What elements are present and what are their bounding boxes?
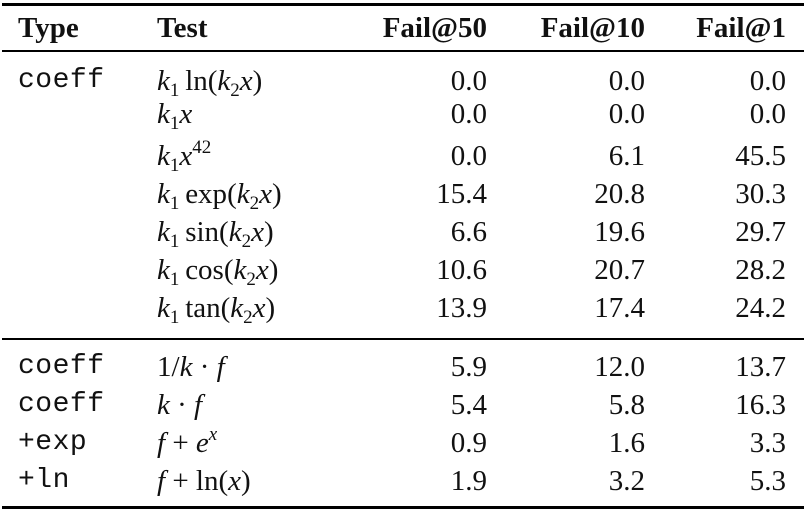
- header-type: Type: [18, 12, 79, 44]
- test-cell: f + ln(x): [157, 465, 251, 497]
- fail10-cell: 0.0: [608, 65, 645, 97]
- fail10-cell: 6.1: [608, 140, 645, 172]
- fail10-cell: 12.0: [594, 351, 645, 383]
- header-fail10: Fail@10: [540, 12, 645, 44]
- type-cell: coeff: [18, 389, 105, 420]
- fail10-cell: 19.6: [594, 216, 645, 248]
- header-row: Type Test Fail@50 Fail@10 Fail@1: [0, 12, 808, 44]
- test-cell: k1 ln(k2x): [157, 65, 263, 101]
- fail50-cell: 1.9: [450, 465, 487, 497]
- test-cell: k1 sin(k2x): [157, 216, 274, 252]
- table-row: coeff 1/k · f 5.9 12.0 13.7: [0, 351, 808, 383]
- type-cell: +exp: [18, 427, 88, 458]
- table-row: k1 exp(k2x) 15.4 20.8 30.3: [0, 178, 808, 214]
- fail1-cell: 5.3: [749, 465, 786, 497]
- fail1-cell: 29.7: [735, 216, 786, 248]
- fail1-cell: 30.3: [735, 178, 786, 210]
- table-row: k1 sin(k2x) 6.6 19.6 29.7: [0, 216, 808, 252]
- test-cell: k1 exp(k2x): [157, 178, 282, 214]
- header-fail1: Fail@1: [696, 12, 786, 44]
- table-row: k1x42 0.0 6.1 45.5: [0, 137, 808, 176]
- type-cell: coeff: [18, 65, 105, 96]
- test-cell: k · f: [157, 389, 203, 421]
- fail10-cell: 0.0: [608, 98, 645, 130]
- fail10-cell: 3.2: [608, 465, 645, 497]
- fail50-cell: 5.4: [450, 389, 487, 421]
- fail1-cell: 0.0: [749, 98, 786, 130]
- fail50-cell: 5.9: [450, 351, 487, 383]
- table-row: k1 tan(k2x) 13.9 17.4 24.2: [0, 292, 808, 328]
- fail10-cell: 1.6: [608, 427, 645, 459]
- test-cell: k1x42: [157, 137, 212, 176]
- header-test: Test: [157, 12, 208, 44]
- fail50-cell: 6.6: [450, 216, 487, 248]
- test-cell: 1/k · f: [157, 351, 225, 383]
- table-row: k1x 0.0 0.0 0.0: [0, 98, 808, 134]
- fail50-cell: 0.0: [450, 65, 487, 97]
- fail50-cell: 15.4: [436, 178, 487, 210]
- test-cell: k1 tan(k2x): [157, 292, 276, 328]
- fail50-cell: 0.0: [450, 140, 487, 172]
- fail1-cell: 24.2: [735, 292, 786, 324]
- fail50-cell: 13.9: [436, 292, 487, 324]
- header-rule: [2, 50, 804, 52]
- fail10-cell: 17.4: [594, 292, 645, 324]
- type-cell: coeff: [18, 351, 105, 382]
- table-row: +ln f + ln(x) 1.9 3.2 5.3: [0, 465, 808, 497]
- fail1-cell: 16.3: [735, 389, 786, 421]
- table-row: coeff k · f 5.4 5.8 16.3: [0, 389, 808, 421]
- fail1-cell: 13.7: [735, 351, 786, 383]
- test-cell: k1 cos(k2x): [157, 254, 279, 290]
- test-cell: f + ex: [157, 424, 218, 459]
- group-rule: [2, 338, 804, 340]
- type-cell: +ln: [18, 465, 70, 496]
- fail10-cell: 20.8: [594, 178, 645, 210]
- top-rule: [2, 3, 804, 6]
- header-fail50: Fail@50: [382, 12, 487, 44]
- fail10-cell: 5.8: [608, 389, 645, 421]
- fail1-cell: 45.5: [735, 140, 786, 172]
- table-row: k1 cos(k2x) 10.6 20.7 28.2: [0, 254, 808, 290]
- test-cell: k1x: [157, 98, 193, 134]
- bottom-rule: [2, 506, 804, 509]
- fail1-cell: 28.2: [735, 254, 786, 286]
- fail10-cell: 20.7: [594, 254, 645, 286]
- fail1-cell: 3.3: [749, 427, 786, 459]
- table-row: coeff k1 ln(k2x) 0.0 0.0 0.0: [0, 65, 808, 101]
- fail50-cell: 0.0: [450, 98, 487, 130]
- fail50-cell: 0.9: [450, 427, 487, 459]
- table-row: +exp f + ex 0.9 1.6 3.3: [0, 424, 808, 459]
- fail1-cell: 0.0: [749, 65, 786, 97]
- fail50-cell: 10.6: [436, 254, 487, 286]
